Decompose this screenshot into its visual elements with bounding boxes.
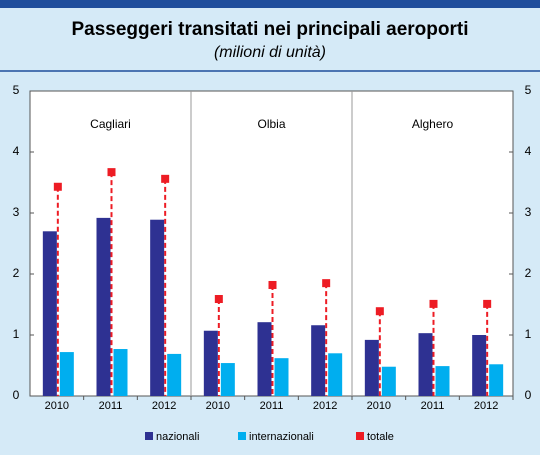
y2-tick-label: 5 — [525, 83, 532, 97]
bar — [418, 333, 433, 396]
top-strip — [0, 0, 540, 8]
group-label: Olbia — [257, 117, 285, 131]
bar — [257, 322, 272, 396]
bar — [435, 366, 450, 396]
group-label: Cagliari — [90, 117, 131, 131]
y-tick-label: 2 — [13, 266, 20, 280]
x-tick-label: 2012 — [313, 400, 337, 412]
bar — [274, 358, 289, 396]
legend-swatch — [356, 432, 364, 440]
x-tick-label: 2012 — [152, 400, 176, 412]
total-marker — [268, 280, 277, 289]
bar — [311, 325, 326, 396]
x-tick-label: 2011 — [99, 400, 123, 412]
y-tick-label: 1 — [13, 327, 20, 341]
x-tick-label: 2011 — [260, 400, 284, 412]
legend-label: nazionali — [156, 431, 199, 443]
total-marker — [214, 295, 223, 304]
x-tick-label: 2011 — [421, 400, 445, 412]
total-marker — [483, 299, 492, 308]
y2-tick-label: 0 — [525, 388, 532, 402]
bar — [203, 330, 218, 396]
total-marker — [161, 174, 170, 183]
bar — [59, 352, 74, 396]
bar — [364, 339, 379, 396]
bar — [328, 353, 343, 396]
legend-swatch — [238, 432, 246, 440]
bar — [42, 231, 57, 396]
total-marker — [375, 307, 384, 316]
y2-tick-label: 1 — [525, 327, 532, 341]
x-tick-label: 2010 — [367, 400, 391, 412]
y-tick-label: 3 — [13, 205, 20, 219]
bar — [220, 363, 235, 396]
total-marker — [322, 279, 331, 288]
x-tick-label: 2010 — [45, 400, 69, 412]
bar — [167, 353, 182, 396]
legend-label: totale — [367, 431, 394, 443]
chart-title: Passeggeri transitati nei principali aer… — [71, 19, 468, 40]
x-tick-label: 2010 — [206, 400, 230, 412]
group-label: Alghero — [412, 117, 454, 131]
y-tick-label: 4 — [13, 144, 20, 158]
chart-subtitle: (milioni di unità) — [214, 44, 326, 61]
bar — [472, 335, 487, 396]
y2-tick-label: 4 — [525, 144, 532, 158]
bar — [150, 219, 165, 396]
y-tick-label: 0 — [13, 388, 20, 402]
legend-label: internazionali — [249, 431, 314, 443]
total-marker — [53, 182, 62, 191]
y-tick-label: 5 — [13, 83, 20, 97]
bar — [489, 364, 504, 396]
bar — [381, 366, 396, 396]
legend-swatch — [145, 432, 153, 440]
y2-tick-label: 3 — [525, 205, 532, 219]
total-marker — [107, 168, 116, 177]
x-tick-label: 2012 — [474, 400, 498, 412]
bar — [113, 349, 128, 396]
total-marker — [429, 299, 438, 308]
bar — [96, 217, 111, 396]
y2-tick-label: 2 — [525, 266, 532, 280]
